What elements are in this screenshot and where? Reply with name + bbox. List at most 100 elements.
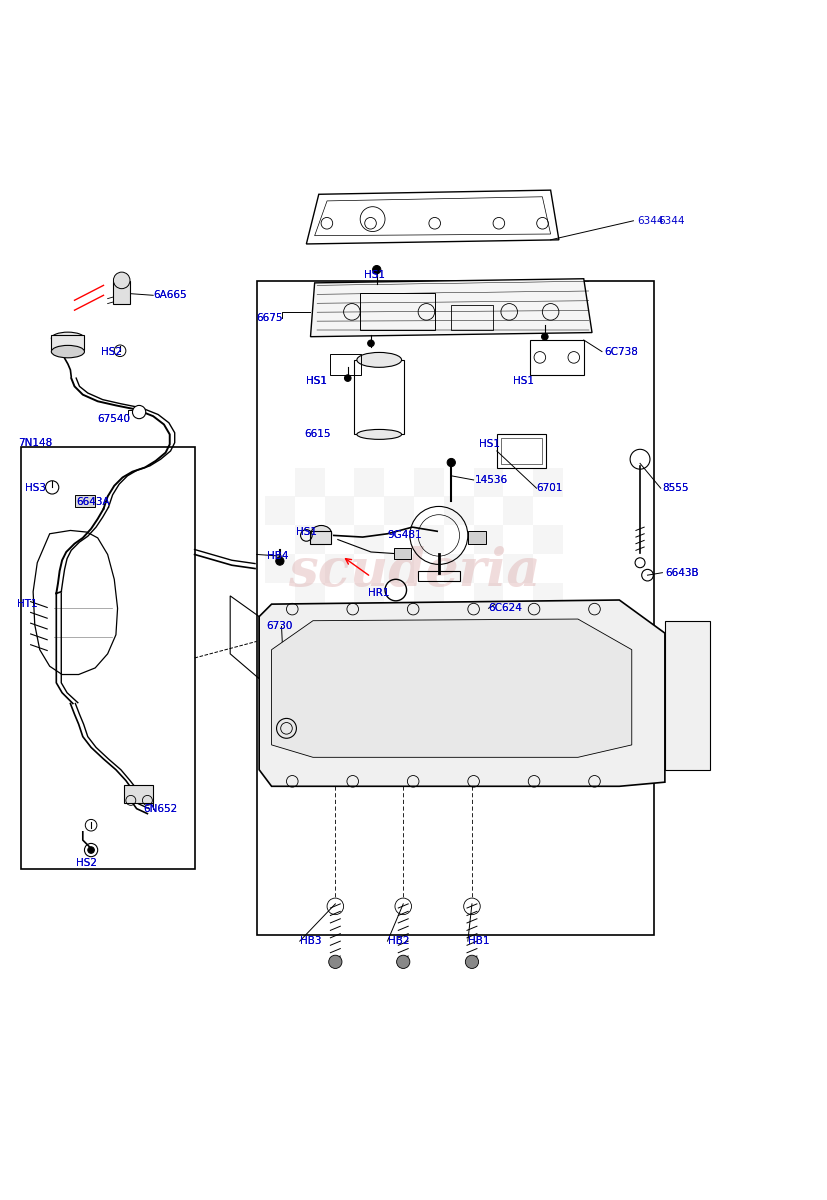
Bar [265,554,294,583]
Ellipse shape [51,332,84,344]
Text: HT1: HT1 [17,599,37,610]
Text: 8555: 8555 [662,484,688,493]
Text: 6643B: 6643B [664,568,698,577]
Bar [394,548,410,559]
Text: HS2: HS2 [76,858,97,869]
Text: 6A665: 6A665 [153,290,187,300]
Text: HS1: HS1 [296,527,317,538]
Bar [664,620,710,769]
Polygon shape [259,600,664,786]
Bar [418,571,459,581]
Text: 6344: 6344 [637,216,663,226]
Circle shape [344,374,351,382]
Text: HS2: HS2 [76,858,97,869]
Bar [500,438,542,464]
Bar [473,641,503,671]
Bar [113,281,130,305]
Bar [384,554,414,583]
Circle shape [447,458,455,467]
Bar [384,497,414,526]
Text: 6615: 6615 [304,430,331,439]
Ellipse shape [51,346,84,358]
Text: 6615: 6615 [304,430,331,439]
Bar [256,281,653,935]
Bar [354,360,404,434]
Bar [265,497,294,526]
Text: HS1: HS1 [364,270,385,280]
Text: HR1: HR1 [368,588,390,599]
Text: HB1: HB1 [467,936,489,946]
Text: 67540: 67540 [98,414,131,425]
Circle shape [367,340,374,347]
Bar [294,641,324,671]
Ellipse shape [310,526,331,542]
Bar [533,526,562,554]
Text: 14536: 14536 [475,475,508,485]
Bar [414,583,443,612]
Text: HS1: HS1 [296,527,317,538]
Text: 6730: 6730 [266,622,293,631]
Bar [265,612,294,641]
Circle shape [132,406,146,419]
Bar [51,335,84,350]
Bar [414,526,443,554]
Text: 9G481: 9G481 [387,530,422,540]
Text: 6701: 6701 [536,484,562,493]
Bar [324,554,354,583]
Bar [384,612,414,641]
Bar [124,785,153,803]
Text: 6344: 6344 [657,216,684,226]
Text: 6N652: 6N652 [143,804,177,814]
Bar [384,671,414,700]
Bar [294,583,324,612]
Bar [503,497,533,526]
Bar [329,354,361,374]
Bar [414,468,443,497]
Circle shape [275,557,284,565]
Circle shape [465,955,478,968]
Bar [443,497,473,526]
Bar [533,583,562,612]
Bar [503,671,533,700]
Text: 6C624: 6C624 [488,604,522,613]
Bar [354,583,384,612]
Bar [265,671,294,700]
Text: HS3: HS3 [25,484,45,493]
Text: 6675: 6675 [256,313,283,324]
Bar [467,532,485,544]
Bar [354,526,384,554]
Text: 6643A: 6643A [76,497,110,508]
Text: HS1: HS1 [513,377,533,386]
Text: 14536: 14536 [475,475,508,485]
Ellipse shape [356,353,401,367]
Text: 6N652: 6N652 [143,804,177,814]
Text: 6675: 6675 [256,313,283,324]
Text: HB4: HB4 [266,551,288,562]
Text: HB1: HB1 [467,936,489,946]
Bar [473,526,503,554]
Bar [533,468,562,497]
Text: 67540: 67540 [98,414,131,425]
Text: HS2: HS2 [101,347,122,356]
Polygon shape [310,278,591,337]
Bar [473,583,503,612]
Bar [354,468,384,497]
Text: 9G481: 9G481 [387,530,422,540]
Bar [360,293,434,330]
Text: HS2: HS2 [101,347,122,356]
Bar [74,494,95,508]
Text: HS1: HS1 [306,377,327,386]
Text: HB3: HB3 [299,936,321,946]
Bar [533,641,562,671]
Text: 7N148: 7N148 [18,438,52,448]
Bar [294,526,324,554]
Bar [310,532,331,544]
Text: HS1: HS1 [478,439,499,449]
Bar [451,305,492,330]
Bar [496,434,546,468]
Text: HB3: HB3 [299,936,321,946]
Text: HS1: HS1 [364,270,385,280]
Text: HB4: HB4 [266,551,288,562]
Text: 6A665: 6A665 [153,290,187,300]
Circle shape [328,955,342,968]
